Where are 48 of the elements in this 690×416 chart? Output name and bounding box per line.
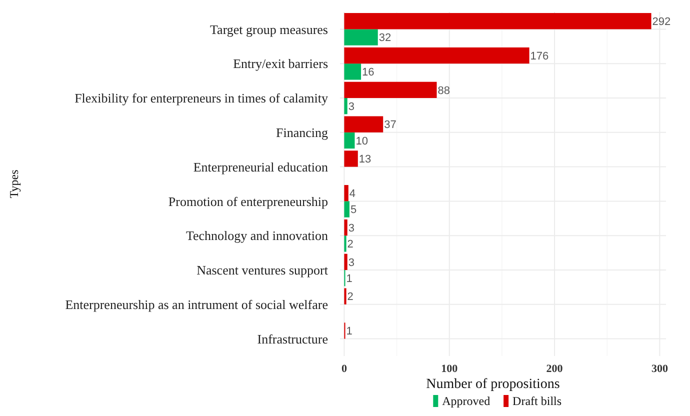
y-tick-label: Flexibility for enterpreneurs in times of calamity bbox=[74, 90, 328, 106]
data-label: 16 bbox=[362, 66, 374, 79]
bar bbox=[344, 219, 348, 236]
bar bbox=[344, 29, 378, 46]
data-label: 292 bbox=[652, 16, 671, 28]
bar bbox=[344, 185, 348, 202]
data-label: 1 bbox=[346, 272, 352, 285]
x-axis-title: Number of propositions bbox=[426, 376, 560, 392]
data-label: 2 bbox=[347, 291, 354, 304]
y-tick-label: Financing bbox=[276, 124, 328, 140]
data-label: 37 bbox=[384, 119, 396, 132]
y-tick-label: Enterpreneurial education bbox=[193, 159, 328, 174]
bar bbox=[344, 132, 355, 149]
x-tick-label: 100 bbox=[441, 362, 458, 375]
data-label: 176 bbox=[530, 50, 549, 62]
legend-label: Approved bbox=[442, 394, 490, 408]
y-tick-label: Target group measures bbox=[210, 22, 328, 37]
y-tick-label: Nascent ventures support bbox=[196, 262, 328, 278]
bar bbox=[344, 98, 348, 114]
bar bbox=[344, 254, 348, 270]
data-label: 32 bbox=[378, 32, 392, 44]
y-tick-label: Entry/exit barriers bbox=[233, 56, 328, 72]
y-axis-title: Types bbox=[7, 169, 21, 198]
data-label: 1 bbox=[346, 326, 352, 338]
x-tick-label: 0 bbox=[341, 362, 348, 375]
bar bbox=[344, 116, 384, 132]
y-tick-label: Promotion of enterpreneurship bbox=[168, 194, 328, 209]
bar bbox=[344, 82, 437, 98]
data-label: 3 bbox=[348, 222, 354, 234]
bar bbox=[344, 201, 350, 218]
data-label: 3 bbox=[348, 256, 354, 269]
data-label: 10 bbox=[356, 135, 368, 148]
data-label: 88 bbox=[438, 84, 450, 97]
data-label: 13 bbox=[358, 154, 372, 166]
x-tick-label: 300 bbox=[651, 362, 668, 375]
data-label: 2 bbox=[347, 238, 354, 251]
bar bbox=[344, 64, 362, 80]
data-label: 3 bbox=[348, 100, 354, 113]
y-tick-label: Enterpreneurship as an intrument of social welfare bbox=[65, 296, 328, 312]
y-tick-label: Technology and innovation bbox=[186, 228, 328, 244]
y-tick-label: Infrastructure bbox=[257, 331, 328, 346]
bar bbox=[344, 47, 530, 64]
bar bbox=[344, 150, 358, 167]
x-tick-label: 200 bbox=[546, 362, 564, 375]
data-label: 4 bbox=[349, 188, 356, 200]
legend-label: Draft bills bbox=[512, 394, 562, 408]
data-label: 5 bbox=[350, 204, 357, 216]
bar bbox=[344, 13, 652, 30]
